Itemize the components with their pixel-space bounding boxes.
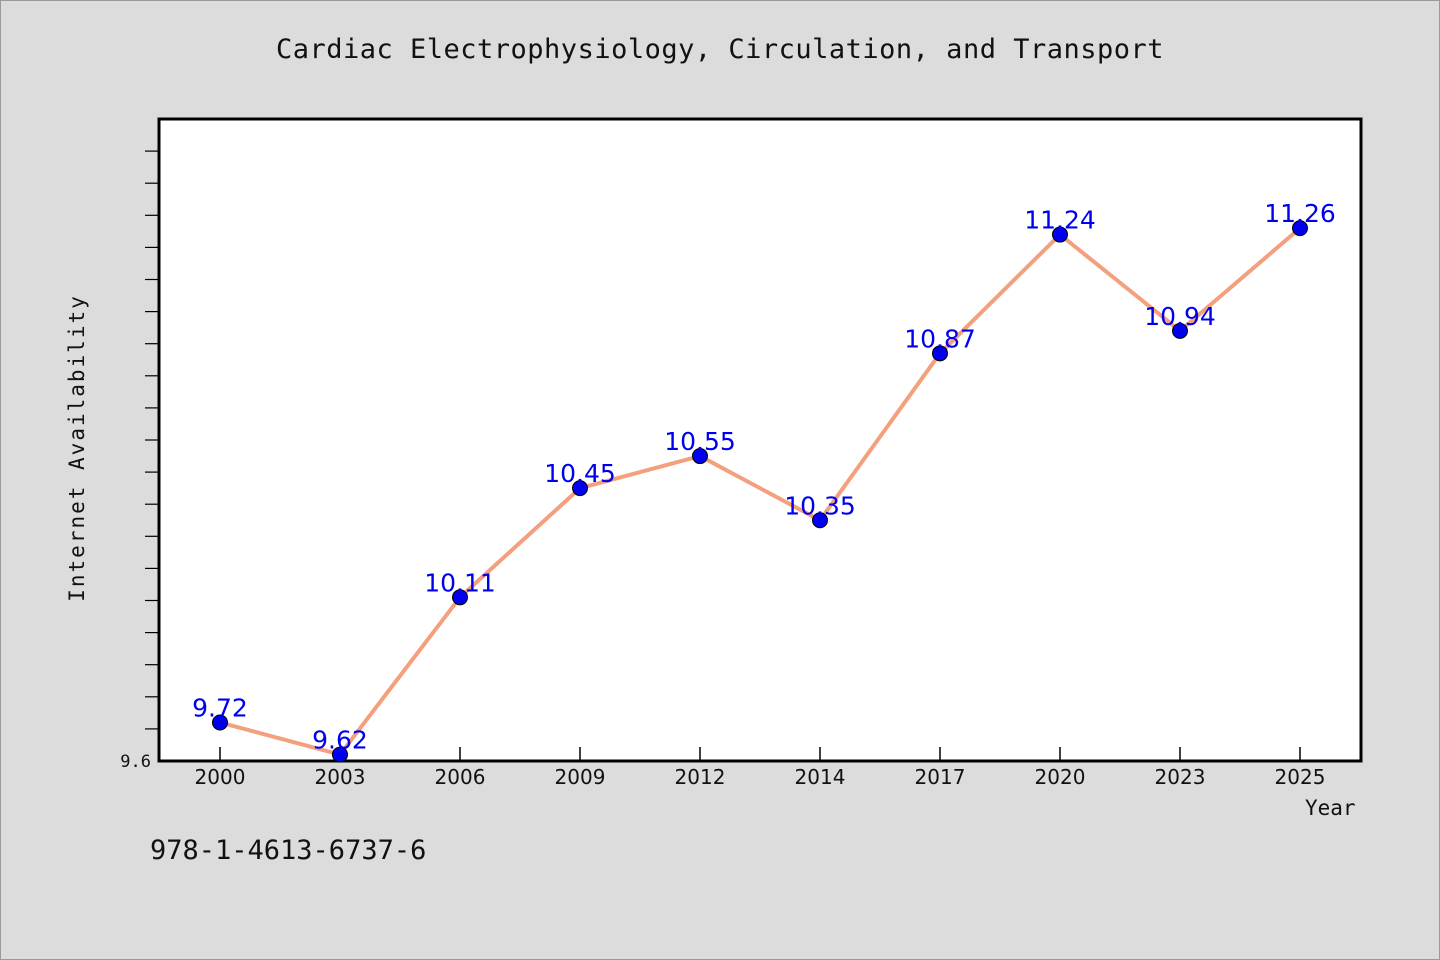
series-line <box>218 226 1302 757</box>
data-label: 11.26 <box>1264 199 1336 228</box>
data-label: 10.11 <box>424 568 496 597</box>
isbn-text: 978-1-4613-6737-6 <box>150 835 427 866</box>
data-label: 9.62 <box>312 726 368 755</box>
data-label: 10.45 <box>544 459 616 488</box>
x-tick-label: 2025 <box>1275 765 1326 789</box>
data-markers <box>212 220 1308 763</box>
data-point <box>332 746 348 763</box>
chart-title: Cardiac Electrophysiology, Circulation, … <box>275 34 1165 65</box>
plot-area <box>157 117 1363 763</box>
x-tick-label: 2014 <box>795 765 846 789</box>
y-axis-ticks: 9.6 <box>120 150 159 772</box>
data-label: 10.87 <box>904 324 976 353</box>
data-label: 10.55 <box>664 427 736 456</box>
x-axis-label: Year <box>1305 796 1356 820</box>
data-point <box>1052 226 1068 243</box>
data-point <box>692 448 708 465</box>
data-point <box>1172 322 1188 339</box>
data-point <box>932 345 948 362</box>
data-point <box>452 589 468 606</box>
x-tick-label: 2017 <box>915 765 966 789</box>
data-label: 10.35 <box>784 491 856 520</box>
x-tick-label: 2023 <box>1155 765 1206 789</box>
data-label: 10.94 <box>1144 302 1216 331</box>
x-tick-label: 2006 <box>435 765 486 789</box>
x-tick-label: 2012 <box>675 765 726 789</box>
x-tick-label: 2009 <box>555 765 606 789</box>
data-point <box>212 714 228 731</box>
data-point <box>572 480 588 497</box>
y-tick-label: 9.6 <box>120 752 151 772</box>
data-label: 9.72 <box>192 693 248 722</box>
data-labels: 9.72 9.62 10.11 10.45 10.55 10.35 10.87 11.24 10… <box>192 199 1336 754</box>
data-point <box>812 512 828 529</box>
x-axis-ticks: 2000 2003 2006 2009 2012 2014 2017 2020 2023 2025 <box>195 747 1326 789</box>
x-tick-label: 2000 <box>195 765 246 789</box>
x-tick-label: 2003 <box>315 765 366 789</box>
data-point <box>1292 220 1308 237</box>
data-label: 11.24 <box>1024 206 1096 235</box>
x-tick-label: 2020 <box>1035 765 1086 789</box>
